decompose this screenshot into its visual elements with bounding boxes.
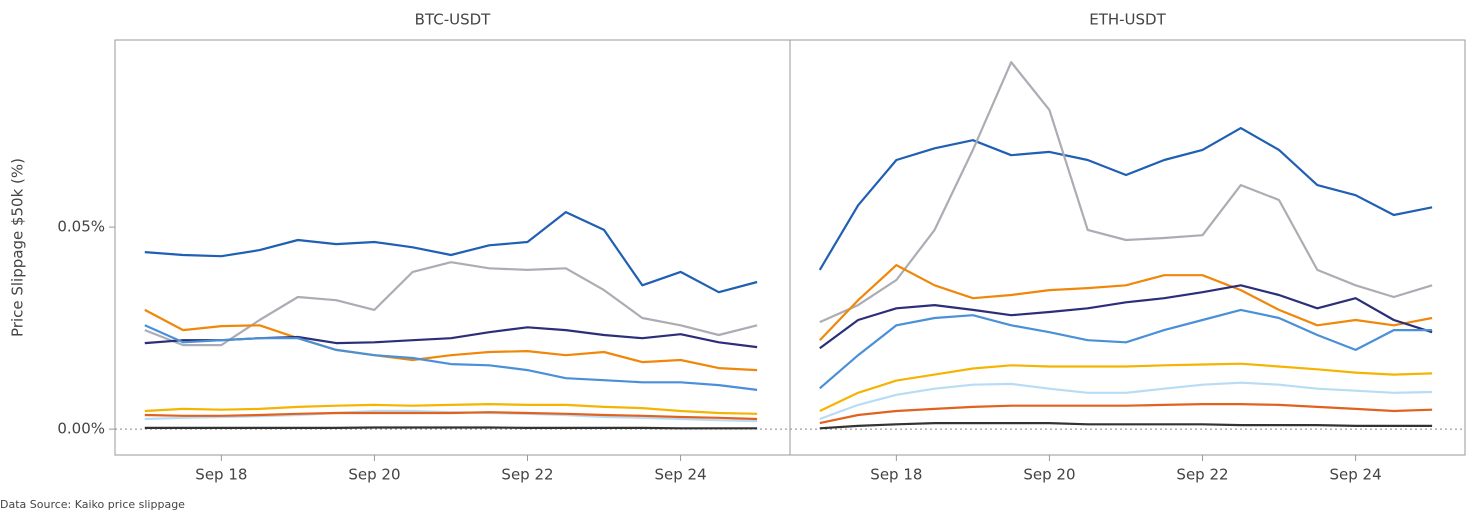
x-tick-label: Sep 24 bbox=[1329, 466, 1381, 484]
series-line bbox=[818, 127, 1433, 271]
series-line bbox=[144, 326, 758, 349]
series-line bbox=[144, 211, 758, 294]
x-tick-label: Sep 22 bbox=[1176, 466, 1228, 484]
series-line bbox=[144, 308, 758, 372]
x-tick-label: Sep 24 bbox=[654, 466, 706, 484]
y-tick-label: 0.05% bbox=[57, 218, 105, 236]
series-line bbox=[819, 61, 1433, 324]
series-line bbox=[819, 403, 1433, 425]
series-line bbox=[144, 261, 758, 347]
series-line bbox=[144, 411, 758, 421]
plot-frame bbox=[789, 39, 1466, 456]
x-tick-label: Sep 18 bbox=[870, 466, 922, 484]
panel-title: BTC-USDT bbox=[415, 11, 492, 29]
panel-title: ETH-USDT bbox=[1089, 11, 1166, 29]
x-tick-label: Sep 22 bbox=[501, 466, 553, 484]
plot-frame bbox=[114, 39, 791, 456]
series-line bbox=[819, 284, 1433, 350]
source-note: Data Source: Kaiko price slippage bbox=[0, 498, 185, 511]
series-line bbox=[144, 426, 758, 430]
x-tick-label: Sep 20 bbox=[1023, 466, 1075, 484]
series-line bbox=[819, 308, 1433, 390]
x-tick-label: Sep 20 bbox=[348, 466, 400, 484]
series-line bbox=[819, 362, 1433, 412]
series-line bbox=[144, 324, 758, 391]
y-tick-label: 0.00% bbox=[57, 420, 105, 438]
series-line bbox=[144, 403, 758, 415]
series-line bbox=[819, 422, 1433, 430]
y-axis-label: Price Slippage $50k (%) bbox=[9, 158, 27, 337]
series-line bbox=[819, 264, 1433, 341]
series-line bbox=[819, 381, 1433, 421]
x-tick-label: Sep 18 bbox=[195, 466, 247, 484]
